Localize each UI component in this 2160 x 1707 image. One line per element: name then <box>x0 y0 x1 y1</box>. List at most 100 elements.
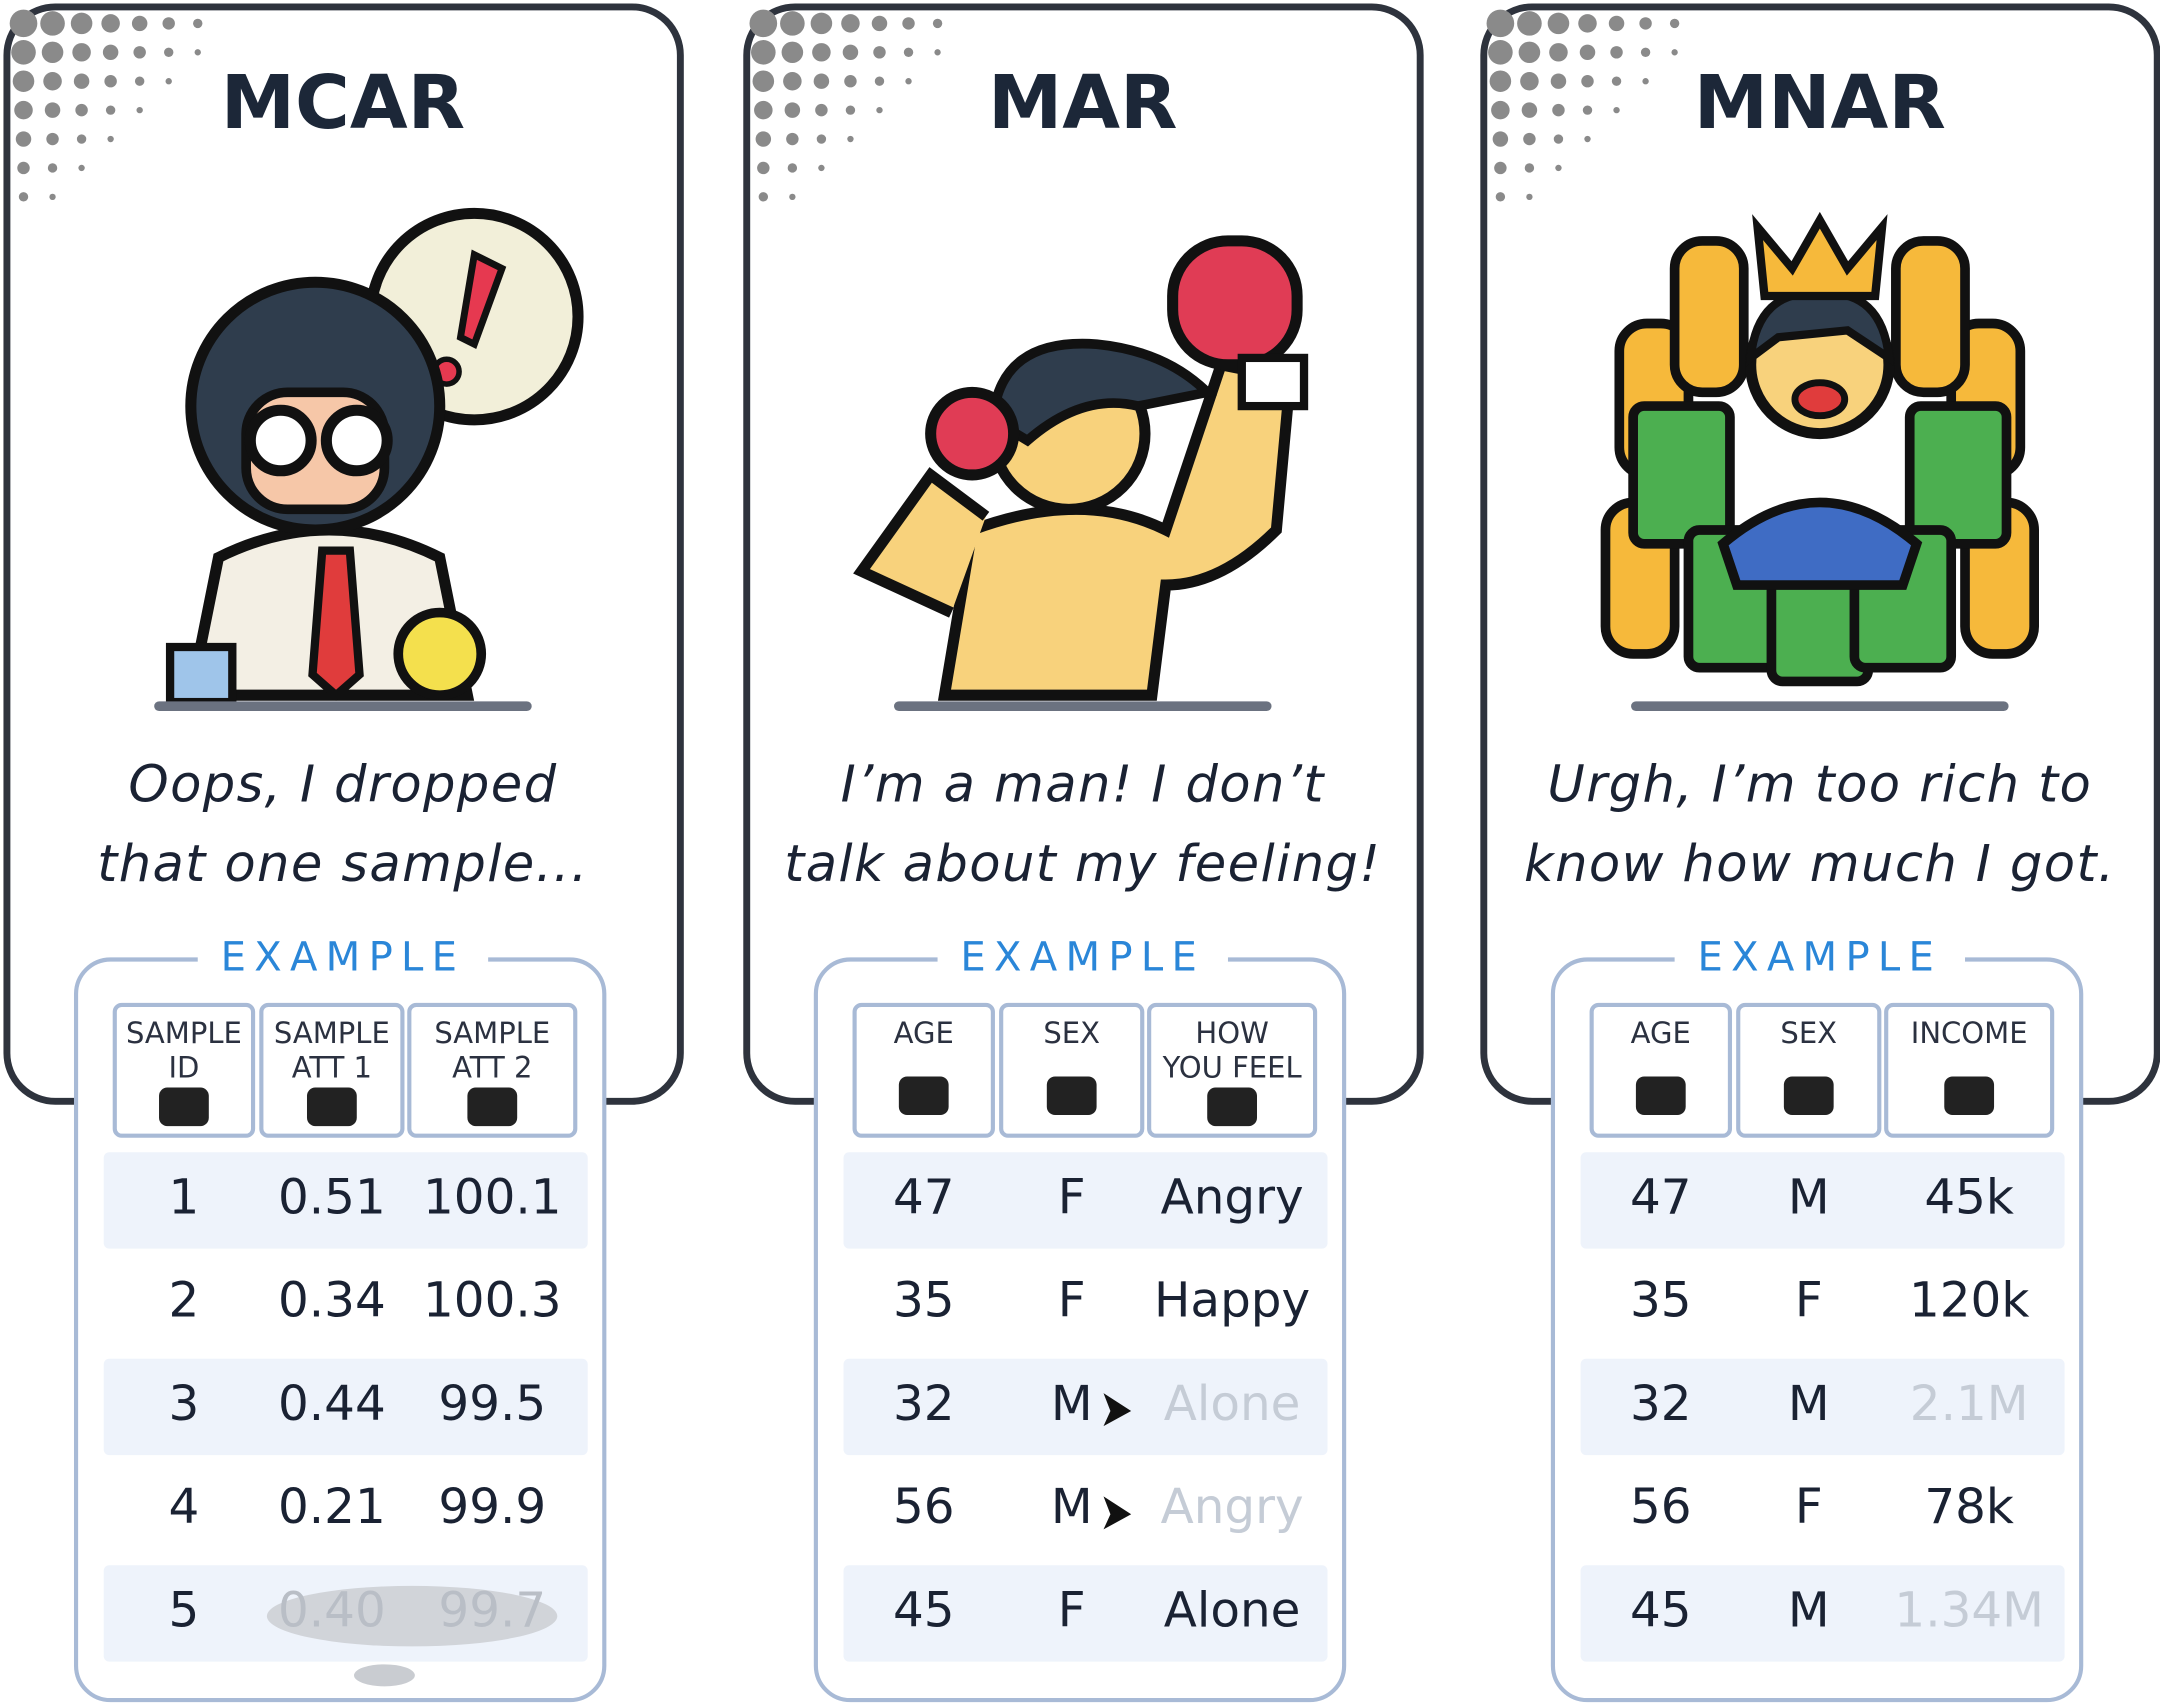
dot <box>871 15 888 32</box>
dot <box>1489 70 1512 92</box>
quote-line: know how much I got. <box>1524 835 2116 894</box>
header-icon <box>1783 1076 1834 1116</box>
dot <box>815 103 828 117</box>
example-label: EXAMPLE <box>960 935 1205 981</box>
dot <box>780 11 805 36</box>
dot <box>1582 105 1593 115</box>
table-cell: M <box>1788 1169 1830 1225</box>
spill <box>266 1585 558 1647</box>
spill-drop <box>354 1664 415 1687</box>
dot <box>818 164 825 172</box>
dot <box>876 106 883 114</box>
header-icon <box>1635 1076 1686 1116</box>
glass-l <box>244 404 317 477</box>
header-cell <box>1736 1002 1882 1138</box>
table-cell: Happy <box>1154 1273 1310 1329</box>
dot <box>73 73 90 89</box>
suit <box>1717 497 1923 590</box>
dot <box>934 49 941 56</box>
dot <box>15 131 32 147</box>
header-cell <box>112 1002 256 1138</box>
dot <box>70 12 93 35</box>
dot <box>104 75 117 88</box>
dot <box>1555 164 1562 172</box>
dot <box>41 41 64 64</box>
dot <box>749 9 778 38</box>
dot <box>1550 73 1567 89</box>
dot <box>11 40 36 65</box>
header-cell <box>1884 1002 2055 1138</box>
dot <box>1578 14 1597 33</box>
dot <box>1494 161 1507 175</box>
table-cell: 1.34M <box>1894 1582 2044 1638</box>
table-cell: F <box>1058 1273 1086 1329</box>
table-cell: 0.51 <box>278 1169 386 1225</box>
dot <box>1520 71 1539 91</box>
flask <box>393 607 487 701</box>
header-text: SAMPLE <box>434 1016 550 1050</box>
coin-stack <box>1891 236 1970 398</box>
glove-l <box>925 386 1020 481</box>
dot <box>1671 49 1678 56</box>
row-band <box>843 1152 1328 1249</box>
exclaim <box>456 249 507 349</box>
header-text: SAMPLE <box>126 1016 242 1050</box>
arm-l <box>853 467 990 618</box>
table-cell: Angry <box>1161 1479 1304 1535</box>
table-cell: 4 <box>169 1479 200 1535</box>
dot <box>101 14 120 33</box>
illustration <box>165 207 584 707</box>
header-text: ID <box>168 1051 199 1085</box>
table-cell: 3 <box>169 1376 200 1432</box>
dot <box>1517 11 1542 36</box>
dot <box>1552 103 1565 117</box>
header-text: SAMPLE <box>274 1016 390 1050</box>
header-text: INCOME <box>1911 1016 2028 1050</box>
table-cell: 5 <box>169 1582 200 1638</box>
row-band <box>103 1358 588 1456</box>
header-cell <box>999 1002 1145 1138</box>
dot <box>902 17 915 30</box>
dot <box>758 192 769 202</box>
dot <box>754 100 773 120</box>
table-cell: 0.40 <box>278 1582 386 1638</box>
dot <box>49 193 56 201</box>
dot <box>847 135 854 143</box>
dot <box>9 9 38 38</box>
card-title: MNAR <box>1694 59 1946 146</box>
dot <box>133 46 146 59</box>
dot <box>1579 44 1596 61</box>
dot <box>1523 132 1536 146</box>
dot <box>18 192 29 202</box>
dot <box>1553 134 1564 144</box>
book <box>165 642 237 707</box>
dot <box>1669 18 1680 29</box>
header-icon <box>306 1087 357 1127</box>
coin-stack <box>1669 236 1749 398</box>
dot <box>1640 47 1651 57</box>
dot <box>873 46 886 59</box>
quote-line: Oops, I dropped <box>128 755 557 814</box>
dot <box>903 47 914 57</box>
table-cell: 2 <box>169 1273 200 1329</box>
dot <box>1584 135 1591 143</box>
dot <box>102 44 119 61</box>
table-cell: 99.9 <box>438 1479 546 1535</box>
header-text: SEX <box>1043 1016 1100 1050</box>
dot <box>43 71 62 91</box>
dot <box>813 73 830 89</box>
dot <box>40 11 65 36</box>
row-band <box>843 1565 1328 1662</box>
dot <box>932 18 943 29</box>
dot <box>1549 43 1568 62</box>
header-cell <box>852 1002 995 1138</box>
row-band <box>1580 1152 2065 1249</box>
dot <box>1486 9 1515 38</box>
header-text: YOU FEEL <box>1162 1051 1302 1085</box>
dot <box>194 49 201 56</box>
row-band <box>1580 1358 2065 1456</box>
header-icon <box>1046 1076 1097 1116</box>
cash <box>1628 401 1735 549</box>
dot <box>810 12 833 35</box>
dot <box>76 134 87 144</box>
